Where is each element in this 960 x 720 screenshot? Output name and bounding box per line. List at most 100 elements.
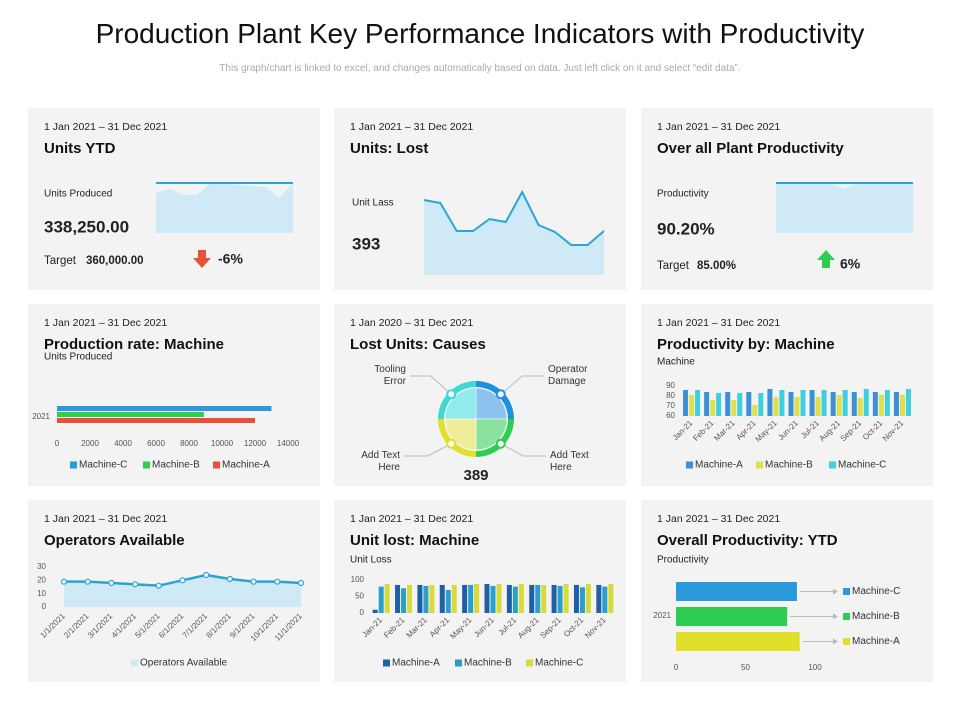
bar [794,397,800,416]
panel-chart: 1 Jan 2021 – 31 Dec 2021 Productivity by:… [657,317,911,471]
bar [788,392,794,416]
bar [585,583,591,613]
marker [250,578,257,585]
legend-swatch [843,588,850,595]
x-tick-label: 0 [55,439,60,448]
legend-label: Machine-C [838,460,886,471]
category-label: 2021 [32,412,50,421]
bar [676,582,797,601]
change-value: 6% [840,256,861,272]
marker [297,579,305,587]
x-tick-label: Aug-21 [516,615,541,640]
panel: 1 Jan 2021 – 31 Dec 2021 Operators Availa… [28,500,320,682]
bar [506,584,512,613]
x-tick-label: 12000 [244,439,267,448]
line [423,189,605,246]
legend-label: Machine-A [222,460,270,471]
label-connector [410,375,452,395]
bar [725,392,731,416]
bar [872,392,878,416]
x-tick-label: Jan-21 [671,418,695,442]
x-tick-label: Mar-21 [405,615,430,640]
bar [815,397,821,416]
legend-swatch [526,659,533,667]
bar [490,585,496,613]
y-tick-label: 80 [666,391,675,400]
slice-marker [495,438,506,449]
bar [704,392,710,416]
x-tick-label: May-21 [754,418,780,444]
bar [905,389,911,416]
bar [563,583,569,613]
bar [596,584,602,613]
marker [60,578,68,585]
legend-label: Machine-C [535,658,583,669]
y-tick-label: 50 [355,592,364,601]
bar [429,584,435,613]
slice-marker [446,438,457,449]
legend-label: Machine-B [852,611,900,622]
bar [468,584,474,613]
legend-label: Operators Available [140,658,228,669]
panel-date: 1 Jan 2020 – 31 Dec 2021 [350,317,473,329]
legend-swatch [143,461,150,469]
x-tick-label: 8000 [180,439,198,448]
legend-label: Machine-A [852,636,900,647]
change-value: -6% [218,251,243,267]
bar [535,584,541,613]
bar [462,584,468,613]
legend-swatch [843,638,850,645]
y-tick-label: 100 [351,575,365,584]
panel: 1 Jan 2021 – 31 Dec 2021 Production rate:… [28,304,320,486]
bar [579,587,585,613]
ring-segment [476,381,514,419]
subtitle: Units Produced [44,352,112,363]
x-tick-label: Sep-21 [538,615,563,640]
panel-title: Lost Units: Causes [350,336,486,353]
bar [779,390,785,416]
x-tick-label: 14000 [277,439,300,448]
x-tick-label: 0 [674,663,679,672]
bar [851,392,857,416]
bar [710,400,716,416]
y-tick-label: 60 [666,411,675,420]
target-value: 360,000.00 [86,255,144,267]
slice-label: Add Text Here [361,450,400,473]
legend-label: Machine-B [765,460,813,471]
bar [689,395,695,416]
panel-title: Units: Lost [350,140,428,157]
bar [451,584,457,613]
ring-segment [438,419,476,457]
metric-value: 338,250.00 [44,217,129,236]
panel-title: Overall Productivity: YTD [657,532,838,549]
bar [423,585,429,613]
bar [496,583,502,613]
category-label: 2021 [653,611,671,620]
bar [608,583,614,613]
label-connector [500,443,546,457]
panel-chart: 1 Jan 2021 – 31 Dec 2021 Over all Plant P… [657,121,913,272]
legend-label: Machine-C [852,586,900,597]
panel: 1 Jan 2021 – 31 Dec 2021 Productivity by:… [641,304,933,486]
marker [155,582,162,589]
x-tick-label: Jun-21 [472,615,496,639]
x-tick-label: 50 [741,663,750,672]
panel-title: Over all Plant Productivity [657,140,844,157]
legend-swatch [213,461,220,469]
panel: 1 Jan 2021 – 31 Dec 2021 Units: Lost Unit … [334,108,626,290]
panel-title: Productivity by: Machine [657,336,835,353]
bar [439,584,445,613]
area [776,183,913,233]
bar [372,609,378,613]
panel-date: 1 Jan 2021 – 31 Dec 2021 [350,121,473,133]
bar [573,584,579,613]
bar [401,588,407,613]
legend-label: Machine-C [79,460,127,471]
bar [752,405,758,416]
bar [842,390,848,416]
area [156,183,293,233]
x-tick-label: 2000 [81,439,99,448]
bar [417,584,423,613]
bar [676,607,788,626]
